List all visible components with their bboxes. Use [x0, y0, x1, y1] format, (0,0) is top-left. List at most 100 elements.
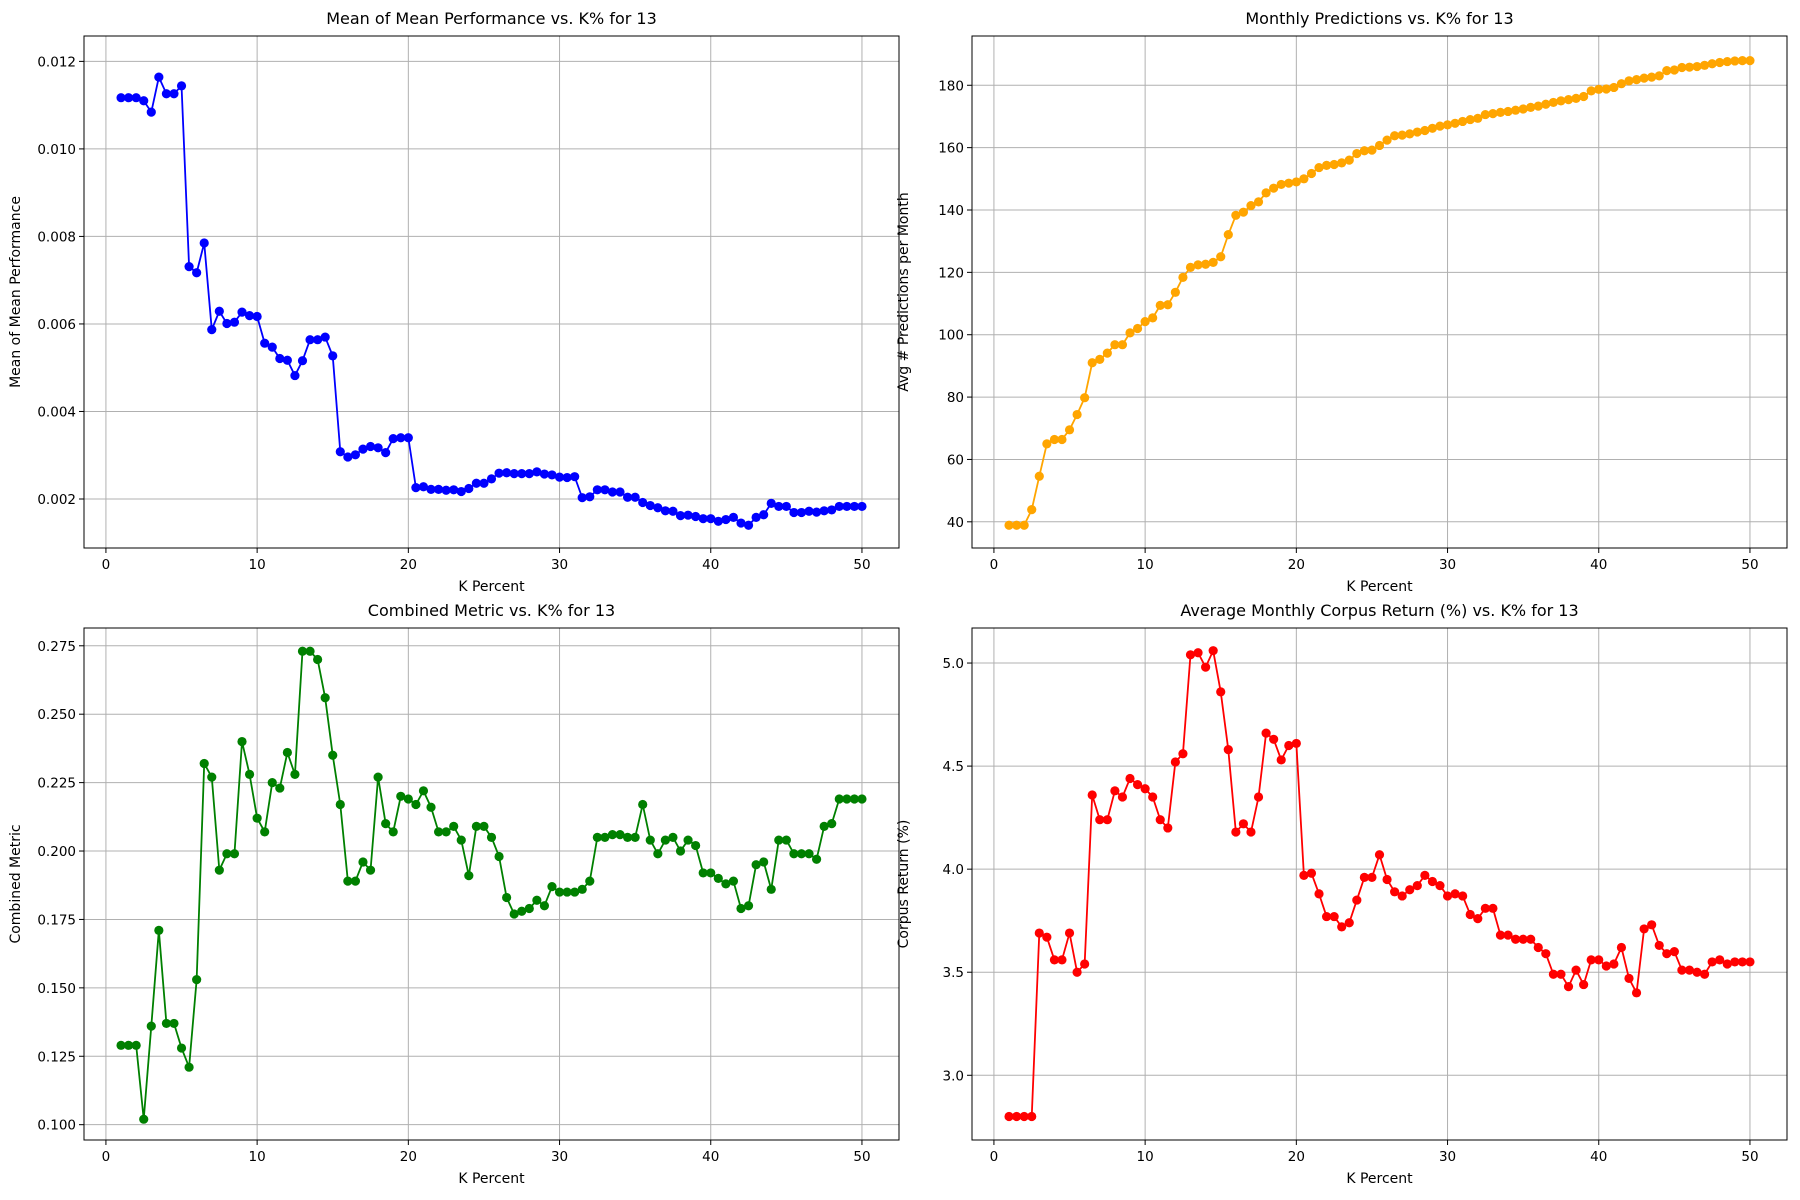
data-point	[1042, 439, 1052, 449]
data-point	[842, 501, 852, 512]
data-point	[1631, 75, 1642, 85]
y-tick-label: 3.5	[943, 965, 964, 981]
data-point	[1155, 815, 1165, 825]
data-point	[653, 849, 663, 859]
data-point	[1291, 738, 1301, 749]
y-axis-label: Corpus Return (%)	[896, 820, 912, 949]
data-point	[1382, 135, 1392, 145]
data-point	[154, 925, 164, 935]
data-point	[607, 830, 618, 840]
data-point	[781, 501, 791, 512]
data-point	[547, 470, 557, 480]
y-tick-label: 3.0	[943, 1068, 964, 1084]
data-point	[1563, 982, 1574, 992]
x-tick-label: 20	[1288, 1149, 1305, 1165]
data-point	[335, 799, 345, 810]
data-point	[131, 93, 141, 103]
data-point	[1117, 340, 1128, 350]
data-point	[1548, 969, 1558, 979]
axes-frame	[83, 35, 900, 549]
data-point	[1034, 471, 1044, 481]
x-tick-label: 40	[1590, 557, 1607, 573]
data-point	[139, 96, 149, 106]
y-tick-label: 0.225	[37, 776, 76, 792]
data-point	[328, 351, 338, 361]
data-point	[736, 518, 746, 528]
y-tick-label: 180	[938, 78, 964, 94]
data-point	[1442, 120, 1453, 130]
data-point	[1624, 76, 1634, 86]
data-point	[827, 505, 837, 515]
data-point	[774, 501, 784, 512]
data-point	[1231, 827, 1241, 837]
data-point	[184, 262, 194, 272]
data-point	[1420, 125, 1430, 136]
data-point	[1170, 287, 1180, 297]
data-point	[1352, 895, 1362, 905]
data-point	[176, 81, 187, 91]
data-point	[1072, 967, 1082, 977]
data-point	[827, 819, 837, 829]
data-point	[698, 868, 708, 878]
series-line	[121, 74, 862, 527]
data-point	[811, 854, 822, 864]
data-point	[1579, 979, 1589, 990]
data-point	[1148, 313, 1158, 323]
data-point	[154, 72, 164, 82]
data-point	[441, 485, 451, 495]
data-point	[169, 89, 179, 99]
y-tick-label: 100	[938, 328, 964, 344]
data-point	[1012, 520, 1022, 530]
chart-title: Mean of Mean Performance vs. K% for 13	[326, 9, 657, 28]
data-point	[1465, 114, 1475, 125]
data-point	[736, 903, 746, 914]
data-point	[1269, 734, 1279, 744]
data-point	[1571, 93, 1581, 103]
data-point	[1155, 300, 1165, 311]
data-point	[381, 819, 391, 829]
data-point	[1480, 109, 1490, 120]
data-point	[1080, 959, 1090, 969]
x-tick-label: 0	[102, 557, 111, 573]
data-point	[524, 903, 534, 914]
data-point	[116, 1040, 126, 1050]
y-tick-label: 4.5	[943, 759, 964, 775]
data-point	[585, 876, 595, 886]
data-point	[1170, 757, 1180, 767]
data-point	[1450, 889, 1460, 899]
data-point	[320, 332, 330, 342]
chart-title: Monthly Predictions vs. K% for 13	[1245, 9, 1513, 28]
data-point	[343, 876, 353, 886]
data-point	[1201, 259, 1211, 269]
data-point	[237, 307, 247, 317]
data-point	[509, 469, 519, 479]
data-point	[1405, 885, 1415, 895]
data-point	[622, 492, 633, 502]
data-point	[532, 895, 542, 905]
x-tick-label: 0	[990, 557, 999, 573]
data-point	[1223, 745, 1233, 755]
data-point	[388, 827, 398, 837]
data-point	[418, 786, 429, 796]
series-line	[1009, 647, 1750, 1118]
data-point	[1647, 72, 1657, 82]
data-point	[1140, 784, 1150, 794]
data-point	[176, 1043, 187, 1053]
data-point	[1284, 740, 1294, 751]
data-point	[1034, 928, 1044, 938]
data-point	[811, 507, 822, 517]
data-point	[1201, 662, 1211, 672]
data-point	[804, 849, 814, 859]
data-point	[199, 758, 209, 769]
data-point	[622, 832, 633, 842]
data-point	[1480, 903, 1490, 913]
data-point	[1722, 56, 1732, 67]
data-point	[721, 514, 731, 525]
data-point	[1397, 891, 1407, 901]
data-point	[1337, 158, 1347, 168]
data-point	[645, 835, 655, 845]
data-point	[509, 909, 519, 919]
data-point	[396, 791, 406, 801]
data-point	[244, 769, 255, 780]
data-point	[1442, 891, 1453, 901]
